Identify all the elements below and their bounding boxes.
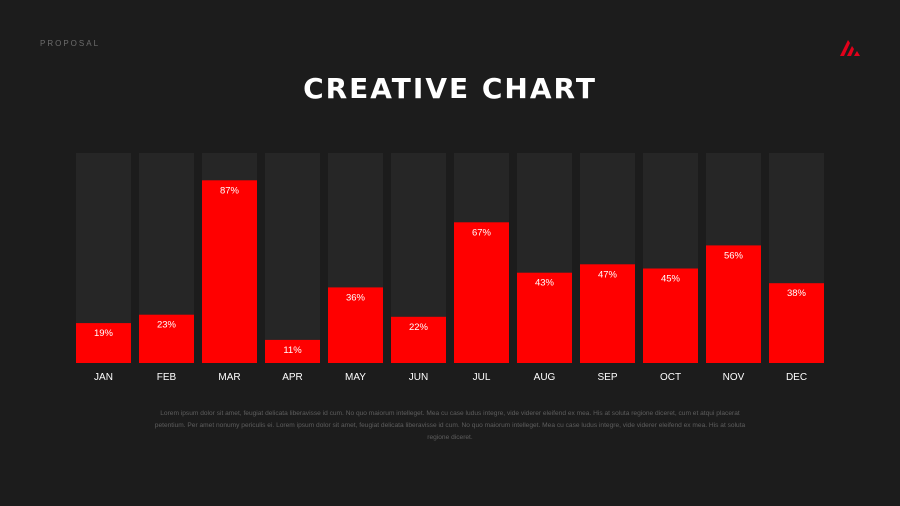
data-label-jun: 22% [409, 322, 429, 333]
x-tick-label-mar: MAR [218, 372, 240, 383]
data-label-apr: 11% [283, 345, 302, 356]
bar-dec [769, 283, 824, 363]
bar-jan [76, 323, 131, 363]
bar-feb [139, 314, 194, 363]
x-tick-label-jan: JAN [94, 372, 113, 383]
data-label-jul: 67% [472, 227, 492, 238]
data-label-sep: 47% [598, 269, 618, 280]
bar-chart: 19% JAN 23% FEB 87% MAR 11% APR 36% MAY 22% JUN 67% J… [76, 153, 824, 383]
data-label-oct: 45% [661, 274, 681, 285]
slash-logo-icon [840, 40, 860, 56]
x-tick-label-may: MAY [345, 372, 366, 383]
x-tick-label-jul: JUL [473, 372, 491, 383]
bar-oct [643, 268, 698, 363]
data-label-may: 36% [346, 292, 366, 303]
x-tick-label-jun: JUN [409, 372, 428, 383]
x-tick-label-nov: NOV [723, 372, 745, 383]
data-label-aug: 43% [535, 278, 555, 289]
page-title: CREATIVE CHART [303, 72, 597, 105]
data-label-dec: 38% [787, 288, 807, 299]
bar-mar [202, 180, 257, 363]
data-label-mar: 87% [220, 185, 240, 196]
x-tick-label-aug: AUG [534, 372, 556, 383]
bar-jul [454, 222, 509, 363]
x-tick-label-oct: OCT [660, 372, 681, 383]
x-tick-label-dec: DEC [786, 372, 807, 383]
data-label-jan: 19% [94, 328, 114, 339]
x-tick-label-feb: FEB [157, 372, 177, 383]
data-label-feb: 23% [157, 320, 177, 331]
data-label-nov: 56% [724, 250, 744, 261]
x-tick-label-sep: SEP [597, 372, 617, 383]
bar-track-apr [265, 153, 320, 363]
bar-may [328, 287, 383, 363]
bar-jun [391, 316, 446, 363]
bar-apr [265, 339, 320, 363]
bar-nov [706, 245, 761, 363]
bar-aug [517, 272, 572, 363]
bar-sep [580, 264, 635, 363]
x-tick-label-apr: APR [282, 372, 303, 383]
footer-text: Lorem ipsum dolor sit amet, feugiat deli… [154, 410, 746, 441]
proposal-label: PROPOSAL [40, 39, 101, 48]
